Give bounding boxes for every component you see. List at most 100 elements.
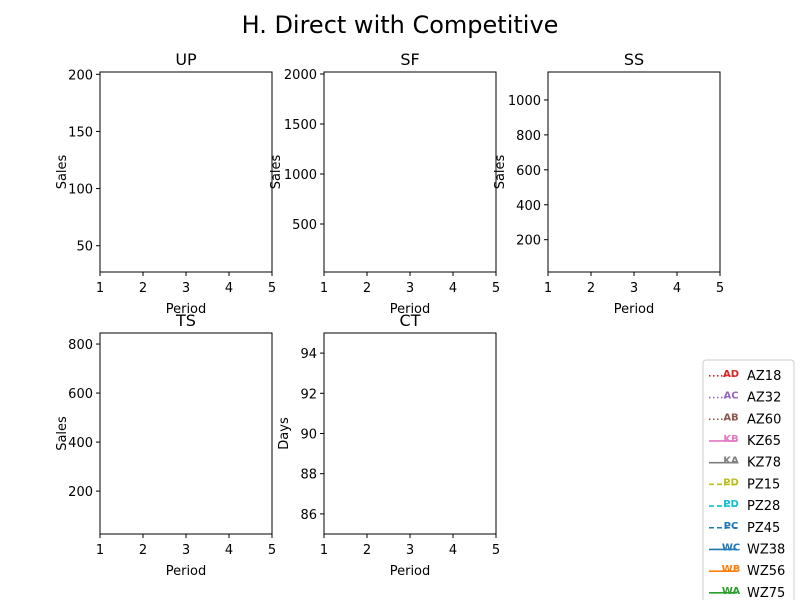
legend-marker: KB <box>723 434 738 445</box>
legend-entry: PD PZ15 <box>709 477 780 492</box>
x-axis-label: Period <box>614 302 655 317</box>
x-tick-label: 5 <box>492 281 500 296</box>
legend: AD AZ18 AC AZ32 AB AZ60 KB KZ65 KA KZ78 PD PZ15 PD PZ… <box>702 359 795 600</box>
legend-marker: AB <box>723 412 738 423</box>
y-tick-label: 500 <box>292 218 317 233</box>
y-tick-label: 2000 <box>284 68 317 83</box>
subplot-up: UP 1 2 3 4 5 50 100 150 200 Period Sales <box>55 50 276 317</box>
subplot-title: SS <box>624 50 644 69</box>
y-tick-label: 600 <box>68 387 93 402</box>
subplots: UP 1 2 3 4 5 50 100 150 200 Period Sales SF 1 2 3 4 5 500 1… <box>55 50 724 579</box>
x-tick-label: 3 <box>406 543 414 558</box>
x-tick-label: 1 <box>96 543 104 558</box>
plot-area <box>99 332 273 535</box>
legend-marker: WA <box>722 586 741 597</box>
x-tick-label: 4 <box>449 281 457 296</box>
legend-marker: PD <box>723 499 739 510</box>
subplot-title: CT <box>400 311 421 330</box>
y-tick-label: 200 <box>68 485 93 500</box>
y-tick-label: 90 <box>300 428 317 443</box>
legend-entry: KA KZ78 <box>709 456 781 471</box>
x-tick-label: 2 <box>139 543 147 558</box>
legend-entry: KB KZ65 <box>709 434 781 449</box>
legend-marker: KA <box>723 456 739 467</box>
legend-entry: PD PZ28 <box>709 499 780 514</box>
legend-marker: WC <box>722 542 740 553</box>
x-axis-label: Period <box>390 302 431 317</box>
y-tick-label: 1000 <box>284 168 317 183</box>
y-tick-label: 86 <box>300 508 317 523</box>
x-axis-label: Period <box>390 564 431 579</box>
plot-area <box>323 332 497 535</box>
subplot-title: UP <box>175 50 197 69</box>
legend-label: AZ60 <box>747 412 781 427</box>
x-tick-label: 4 <box>225 543 233 558</box>
y-axis-label: Days <box>277 417 292 450</box>
y-tick-label: 800 <box>516 129 541 144</box>
legend-marker: PC <box>724 521 739 532</box>
y-tick-label: 1500 <box>284 118 317 133</box>
y-tick-label: 400 <box>516 199 541 214</box>
subplot-ss: SS 1 2 3 4 5 200 400 600 800 1000 Period Sales <box>493 50 724 317</box>
x-tick-label: 5 <box>716 281 724 296</box>
legend-label: PZ28 <box>747 499 780 514</box>
y-tick-label: 94 <box>300 347 317 362</box>
legend-entry: AD AZ18 <box>709 369 781 384</box>
legend-label: WZ38 <box>747 542 785 557</box>
figure-title: H. Direct with Competitive <box>242 11 559 39</box>
legend-label: KZ78 <box>747 456 781 471</box>
y-tick-label: 100 <box>68 183 93 198</box>
x-tick-label: 2 <box>363 281 371 296</box>
x-tick-label: 5 <box>268 281 276 296</box>
x-tick-label: 2 <box>363 543 371 558</box>
x-tick-label: 3 <box>182 543 190 558</box>
y-tick-label: 1000 <box>508 94 541 109</box>
x-tick-label: 5 <box>492 543 500 558</box>
plot-area <box>99 71 273 273</box>
x-tick-label: 3 <box>182 281 190 296</box>
legend-label: PZ15 <box>747 477 780 492</box>
y-tick-label: 800 <box>68 338 93 353</box>
legend-label: WZ75 <box>747 586 785 600</box>
y-tick-label: 600 <box>516 164 541 179</box>
x-tick-label: 5 <box>268 543 276 558</box>
y-axis-label: Sales <box>55 416 70 451</box>
legend-marker: WB <box>722 564 741 575</box>
x-tick-label: 4 <box>225 281 233 296</box>
x-tick-label: 2 <box>587 281 595 296</box>
legend-label: WZ56 <box>747 564 785 579</box>
x-axis-label: Period <box>166 564 207 579</box>
y-tick-label: 150 <box>68 125 93 140</box>
subplot-title: TS <box>175 311 196 330</box>
y-tick-label: 400 <box>68 436 93 451</box>
legend-entry: WA WZ75 <box>709 586 785 600</box>
y-tick-label: 88 <box>300 468 317 483</box>
y-axis-label: Sales <box>493 154 508 189</box>
legend-label: AZ18 <box>747 369 781 384</box>
x-tick-label: 1 <box>320 543 328 558</box>
legend-marker: AC <box>723 391 738 402</box>
y-tick-label: 50 <box>76 240 93 255</box>
y-tick-label: 200 <box>68 68 93 83</box>
x-tick-label: 3 <box>406 281 414 296</box>
legend-entry: AC AZ32 <box>709 391 781 406</box>
x-tick-label: 1 <box>544 281 552 296</box>
legend-entry: AB AZ60 <box>709 412 781 427</box>
x-tick-label: 4 <box>449 543 457 558</box>
y-tick-label: 200 <box>516 234 541 249</box>
legend-label: AZ32 <box>747 391 781 406</box>
legend-entry: WB WZ56 <box>709 564 785 579</box>
x-tick-label: 1 <box>96 281 104 296</box>
subplot-sf: SF 1 2 3 4 5 500 1000 1500 2000 Period Sales <box>269 50 500 317</box>
legend-entry: WC WZ38 <box>709 542 785 557</box>
legend-entry: PC PZ45 <box>709 521 780 536</box>
y-tick-label: 92 <box>300 387 317 402</box>
y-axis-label: Sales <box>269 154 284 189</box>
legend-marker: PD <box>723 477 739 488</box>
legend-label: PZ45 <box>747 521 780 536</box>
subplot-ts: TS 1 2 3 4 5 200 400 600 800 Period Sales <box>55 311 276 579</box>
x-axis-label: Period <box>166 302 207 317</box>
y-axis-label: Sales <box>55 154 70 189</box>
x-tick-label: 4 <box>673 281 681 296</box>
